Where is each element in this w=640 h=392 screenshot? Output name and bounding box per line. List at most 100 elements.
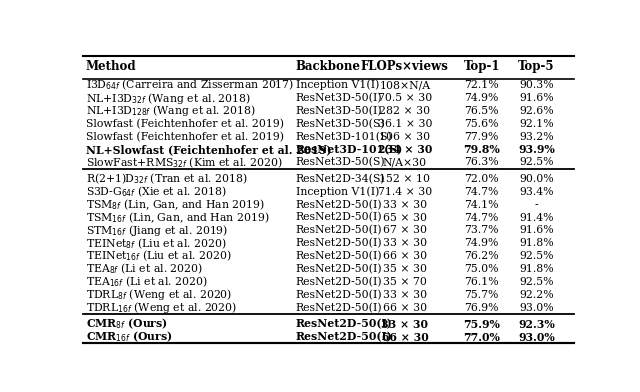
Text: TDRL$_{8f}$ (Weng et al. 2020): TDRL$_{8f}$ (Weng et al. 2020) bbox=[86, 287, 232, 302]
Text: 93.9%: 93.9% bbox=[518, 144, 555, 155]
Text: Inception V1(I): Inception V1(I) bbox=[296, 187, 379, 197]
Text: 66 × 30: 66 × 30 bbox=[383, 303, 427, 313]
Text: Inception V1(I): Inception V1(I) bbox=[296, 80, 379, 91]
Text: STM$_{16f}$ (Jiang et al. 2019): STM$_{16f}$ (Jiang et al. 2019) bbox=[86, 223, 228, 238]
Text: 76.9%: 76.9% bbox=[465, 303, 499, 313]
Text: 93.4%: 93.4% bbox=[519, 187, 554, 197]
Text: 77.0%: 77.0% bbox=[463, 332, 500, 343]
Text: 73.7%: 73.7% bbox=[465, 225, 499, 236]
Text: 72.0%: 72.0% bbox=[465, 174, 499, 184]
Text: CMR$_{16f}$ (Ours): CMR$_{16f}$ (Ours) bbox=[86, 330, 173, 344]
Text: 91.6%: 91.6% bbox=[519, 93, 554, 103]
Text: 33 × 30: 33 × 30 bbox=[383, 238, 427, 248]
Text: ResNet2D-50(I): ResNet2D-50(I) bbox=[296, 238, 382, 249]
Text: TDRL$_{16f}$ (Weng et al. 2020): TDRL$_{16f}$ (Weng et al. 2020) bbox=[86, 300, 237, 315]
Text: TEA$_{8f}$ (Li et al. 2020): TEA$_{8f}$ (Li et al. 2020) bbox=[86, 262, 203, 276]
Text: 92.2%: 92.2% bbox=[519, 290, 554, 300]
Text: N/A×30: N/A×30 bbox=[383, 158, 427, 167]
Text: 76.3%: 76.3% bbox=[465, 158, 499, 167]
Text: 75.9%: 75.9% bbox=[463, 319, 500, 330]
Text: ResNet3D-50(S): ResNet3D-50(S) bbox=[296, 119, 385, 129]
Text: 76.2%: 76.2% bbox=[465, 251, 499, 261]
Text: 75.6%: 75.6% bbox=[465, 119, 499, 129]
Text: 76.5%: 76.5% bbox=[465, 106, 499, 116]
Text: 93.0%: 93.0% bbox=[518, 332, 555, 343]
Text: ResNet2D-50(I): ResNet2D-50(I) bbox=[296, 303, 382, 313]
Text: TEINet$_{8f}$ (Liu et al. 2020): TEINet$_{8f}$ (Liu et al. 2020) bbox=[86, 236, 227, 250]
Text: ResNet2D-50(I): ResNet2D-50(I) bbox=[296, 200, 382, 210]
Text: 66 × 30: 66 × 30 bbox=[381, 332, 428, 343]
Text: I3D$_{64f}$ (Carreira and Zisserman 2017): I3D$_{64f}$ (Carreira and Zisserman 2017… bbox=[86, 78, 294, 93]
Text: 67 × 30: 67 × 30 bbox=[383, 225, 427, 236]
Text: 33 × 30: 33 × 30 bbox=[383, 200, 427, 210]
Text: 76.1%: 76.1% bbox=[465, 277, 499, 287]
Text: TEA$_{16f}$ (Li et al. 2020): TEA$_{16f}$ (Li et al. 2020) bbox=[86, 274, 208, 289]
Text: 91.8%: 91.8% bbox=[519, 264, 554, 274]
Text: 90.3%: 90.3% bbox=[519, 80, 554, 90]
Text: R(2+1)D$_{32f}$ (Tran et al. 2018): R(2+1)D$_{32f}$ (Tran et al. 2018) bbox=[86, 172, 248, 186]
Text: 74.7%: 74.7% bbox=[465, 212, 499, 223]
Text: 91.4%: 91.4% bbox=[519, 212, 554, 223]
Text: 74.9%: 74.9% bbox=[465, 93, 499, 103]
Text: 33 × 30: 33 × 30 bbox=[383, 290, 427, 300]
Text: ResNet2D-50(I): ResNet2D-50(I) bbox=[296, 290, 382, 300]
Text: TSM$_{8f}$ (Lin, Gan, and Han 2019): TSM$_{8f}$ (Lin, Gan, and Han 2019) bbox=[86, 197, 264, 212]
Text: ResNet2D-50(I): ResNet2D-50(I) bbox=[296, 277, 382, 287]
Text: 93.0%: 93.0% bbox=[519, 303, 554, 313]
Text: SlowFast+RMS$_{32f}$ (Kim et al. 2020): SlowFast+RMS$_{32f}$ (Kim et al. 2020) bbox=[86, 155, 283, 170]
Text: TSM$_{16f}$ (Lin, Gan, and Han 2019): TSM$_{16f}$ (Lin, Gan, and Han 2019) bbox=[86, 210, 269, 225]
Text: 74.7%: 74.7% bbox=[465, 187, 499, 197]
Text: 66 × 30: 66 × 30 bbox=[383, 251, 427, 261]
Text: 92.5%: 92.5% bbox=[519, 158, 554, 167]
Text: 65 × 30: 65 × 30 bbox=[383, 212, 427, 223]
Text: FLOPs×views: FLOPs×views bbox=[361, 60, 449, 73]
Text: 93.2%: 93.2% bbox=[519, 132, 554, 142]
Text: 36.1 × 30: 36.1 × 30 bbox=[378, 119, 432, 129]
Text: 92.5%: 92.5% bbox=[519, 277, 554, 287]
Text: 74.1%: 74.1% bbox=[465, 200, 499, 210]
Text: ResNet3D-50(S): ResNet3D-50(S) bbox=[296, 157, 385, 167]
Text: ResNet3D-50(I): ResNet3D-50(I) bbox=[296, 106, 382, 116]
Text: 234 × 30: 234 × 30 bbox=[378, 144, 432, 155]
Text: 108×N/A: 108×N/A bbox=[380, 80, 431, 90]
Text: 282 × 30: 282 × 30 bbox=[380, 106, 431, 116]
Text: 92.3%: 92.3% bbox=[518, 319, 555, 330]
Text: 92.6%: 92.6% bbox=[519, 106, 554, 116]
Text: Backbone: Backbone bbox=[296, 60, 361, 73]
Text: 92.1%: 92.1% bbox=[519, 119, 554, 129]
Text: 71.4 × 30: 71.4 × 30 bbox=[378, 187, 432, 197]
Text: 70.5 × 30: 70.5 × 30 bbox=[378, 93, 432, 103]
Text: NL+I3D$_{128f}$ (Wang et al. 2018): NL+I3D$_{128f}$ (Wang et al. 2018) bbox=[86, 103, 256, 118]
Text: ResNet2D-50(I): ResNet2D-50(I) bbox=[296, 251, 382, 261]
Text: ResNet2D-50(I): ResNet2D-50(I) bbox=[296, 212, 382, 223]
Text: 152 × 10: 152 × 10 bbox=[380, 174, 430, 184]
Text: Top-1: Top-1 bbox=[463, 60, 500, 73]
Text: 35 × 30: 35 × 30 bbox=[383, 264, 427, 274]
Text: 75.7%: 75.7% bbox=[465, 290, 499, 300]
Text: 92.5%: 92.5% bbox=[519, 251, 554, 261]
Text: TEINet$_{16f}$ (Liu et al. 2020): TEINet$_{16f}$ (Liu et al. 2020) bbox=[86, 249, 232, 263]
Text: NL+Slowfast (Feichtenhofer et al. 2019): NL+Slowfast (Feichtenhofer et al. 2019) bbox=[86, 144, 332, 155]
Text: 90.0%: 90.0% bbox=[519, 174, 554, 184]
Text: ResNet2D-50(I): ResNet2D-50(I) bbox=[296, 225, 382, 236]
Text: ResNet3D-50(I): ResNet3D-50(I) bbox=[296, 93, 382, 103]
Text: ResNet2D-34(S): ResNet2D-34(S) bbox=[296, 174, 385, 184]
Text: ResNet3D-101(S): ResNet3D-101(S) bbox=[296, 144, 403, 155]
Text: 79.8%: 79.8% bbox=[463, 144, 500, 155]
Text: 77.9%: 77.9% bbox=[465, 132, 499, 142]
Text: Top-5: Top-5 bbox=[518, 60, 555, 73]
Text: ResNet2D-50(I): ResNet2D-50(I) bbox=[296, 264, 382, 274]
Text: ResNet3D-101(S): ResNet3D-101(S) bbox=[296, 131, 392, 142]
Text: 72.1%: 72.1% bbox=[465, 80, 499, 90]
Text: 91.6%: 91.6% bbox=[519, 225, 554, 236]
Text: 33 × 30: 33 × 30 bbox=[381, 319, 428, 330]
Text: 106 × 30: 106 × 30 bbox=[380, 132, 431, 142]
Text: 74.9%: 74.9% bbox=[465, 238, 499, 248]
Text: Slowfast (Feichtenhofer et al. 2019): Slowfast (Feichtenhofer et al. 2019) bbox=[86, 119, 284, 129]
Text: 35 × 70: 35 × 70 bbox=[383, 277, 427, 287]
Text: ResNet2D-50(I): ResNet2D-50(I) bbox=[296, 332, 392, 343]
Text: ResNet2D-50(I): ResNet2D-50(I) bbox=[296, 319, 392, 330]
Text: Method: Method bbox=[86, 60, 136, 73]
Text: 75.0%: 75.0% bbox=[465, 264, 499, 274]
Text: NL+I3D$_{32f}$ (Wang et al. 2018): NL+I3D$_{32f}$ (Wang et al. 2018) bbox=[86, 91, 251, 105]
